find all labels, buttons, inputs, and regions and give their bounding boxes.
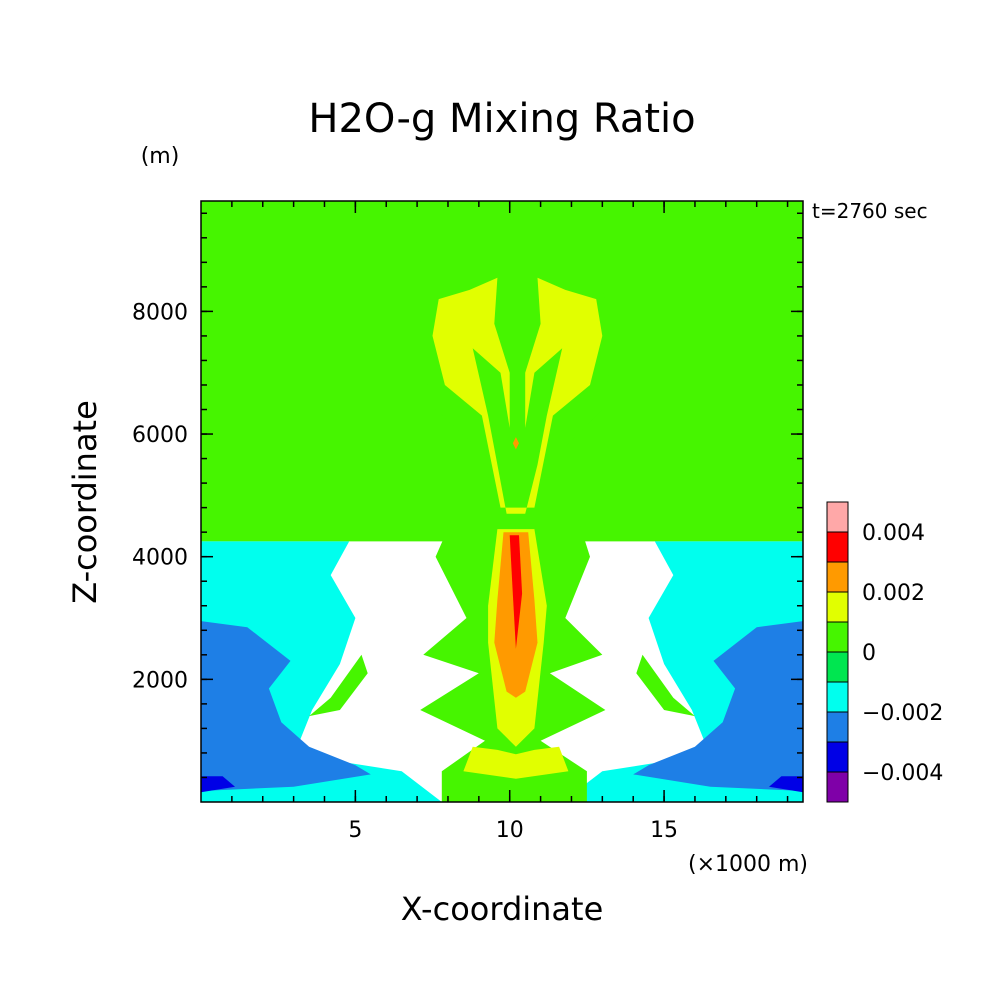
colorbar-swatch (826, 501, 849, 533)
contour-region (636, 654, 695, 717)
time-label: t=2760 sec (812, 199, 928, 223)
contour-region (309, 654, 368, 717)
colorbar-swatch (826, 741, 849, 773)
contour-region (509, 535, 523, 649)
colorbar: −0.004 −0.002 0 0.002 0.004 (826, 501, 943, 803)
contour-region (633, 621, 803, 791)
colorbar-swatch (826, 771, 849, 803)
colorbar-swatch (826, 591, 849, 623)
axis-ticks: 5 10 15 2000 4000 6000 8000 (132, 201, 803, 843)
colorbar-swatch (826, 711, 849, 743)
contour-region (463, 746, 569, 779)
colorbar-swatch (826, 531, 849, 563)
y-axis-label: Z-coordinate (66, 400, 104, 604)
colorbar-tick-label: 0.004 (862, 521, 925, 546)
colorbar-tick-label: 0.002 (862, 581, 925, 606)
y-tick-label: 8000 (132, 300, 188, 325)
x-tick-label: 10 (496, 818, 524, 843)
colorbar-swatch (826, 561, 849, 593)
colorbar-swatch (826, 681, 849, 713)
contour-region (769, 776, 803, 793)
y-tick-label: 6000 (132, 423, 188, 448)
plot-area (201, 201, 803, 802)
contour-region (201, 621, 371, 791)
x-unit-label: (×1000 m) (688, 852, 808, 877)
y-tick-label: 4000 (132, 546, 188, 571)
y-tick-label: 2000 (132, 668, 188, 693)
colorbar-swatch (826, 651, 849, 683)
plot-frame (200, 200, 804, 803)
colorbar-swatch (826, 621, 849, 653)
chart-title: H2O-g Mixing Ratio (308, 96, 695, 142)
x-tick-label: 15 (650, 818, 678, 843)
y-unit-label: (m) (141, 144, 180, 169)
x-axis-label: X-coordinate (401, 890, 604, 928)
contour-region (201, 776, 235, 793)
colorbar-tick-label: −0.004 (862, 761, 943, 786)
contour-region (512, 437, 519, 450)
x-tick-label: 5 (348, 818, 362, 843)
colorbar-tick-label: −0.002 (862, 701, 943, 726)
colorbar-tick-label: 0 (862, 641, 876, 666)
contour-region (432, 277, 603, 514)
